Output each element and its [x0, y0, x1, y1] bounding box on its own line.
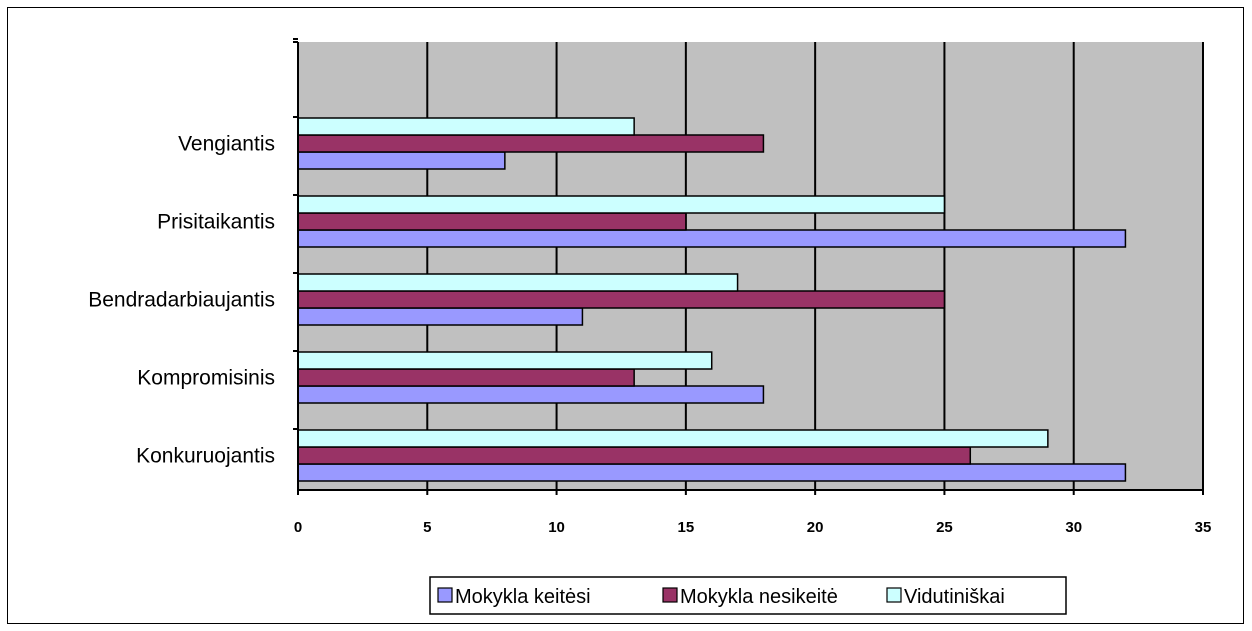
bar [297, 385, 765, 404]
x-tick-labels: 0 5 10 15 20 25 30 35 [294, 519, 1212, 536]
axes [293, 38, 1204, 495]
legend-swatch [437, 587, 453, 603]
category-label: Vengiantis [178, 133, 275, 156]
bars [297, 117, 1127, 482]
x-tick-label: 10 [548, 519, 565, 536]
x-tick-label: 0 [294, 519, 302, 536]
category-label: Konkuruojantis [136, 445, 275, 468]
legend-swatch [662, 587, 678, 603]
legend-label: Mokykla nesikeitė [680, 586, 838, 608]
category-label: Bendradarbiaujantis [88, 289, 275, 312]
bar [297, 368, 635, 387]
bar [297, 229, 1127, 248]
bar [297, 446, 972, 465]
bar [297, 134, 765, 153]
x-tick-label: 20 [807, 519, 824, 536]
x-tick-label: 30 [1065, 519, 1082, 536]
gridlines [426, 42, 1204, 490]
bar [297, 351, 713, 370]
bar [297, 307, 584, 326]
bar [297, 463, 1127, 482]
bar [297, 117, 635, 136]
x-tick-label: 15 [678, 519, 695, 536]
bar [297, 290, 946, 309]
legend-label: Mokykla keitėsi [455, 586, 591, 608]
bar [297, 212, 687, 231]
x-tick-label: 5 [423, 519, 431, 536]
legend: Mokykla keitėsi Mokykla nesikeitė Vidutini… [429, 576, 1067, 615]
plot-area [298, 42, 1203, 490]
category-label: Kompromisinis [137, 367, 275, 390]
bar [297, 151, 506, 170]
legend-box [429, 576, 1067, 615]
legend-label: Vidutiniškai [904, 586, 1005, 608]
category-labels: Konkuruojantis Kompromisinis Bendradarbiau… [88, 133, 275, 468]
x-tick-label: 35 [1195, 519, 1212, 536]
x-tick-label: 25 [936, 519, 953, 536]
bar [297, 429, 1049, 448]
bar [297, 195, 946, 214]
category-label: Prisitaikantis [157, 211, 275, 234]
bar [297, 273, 739, 292]
legend-swatch [886, 587, 902, 603]
